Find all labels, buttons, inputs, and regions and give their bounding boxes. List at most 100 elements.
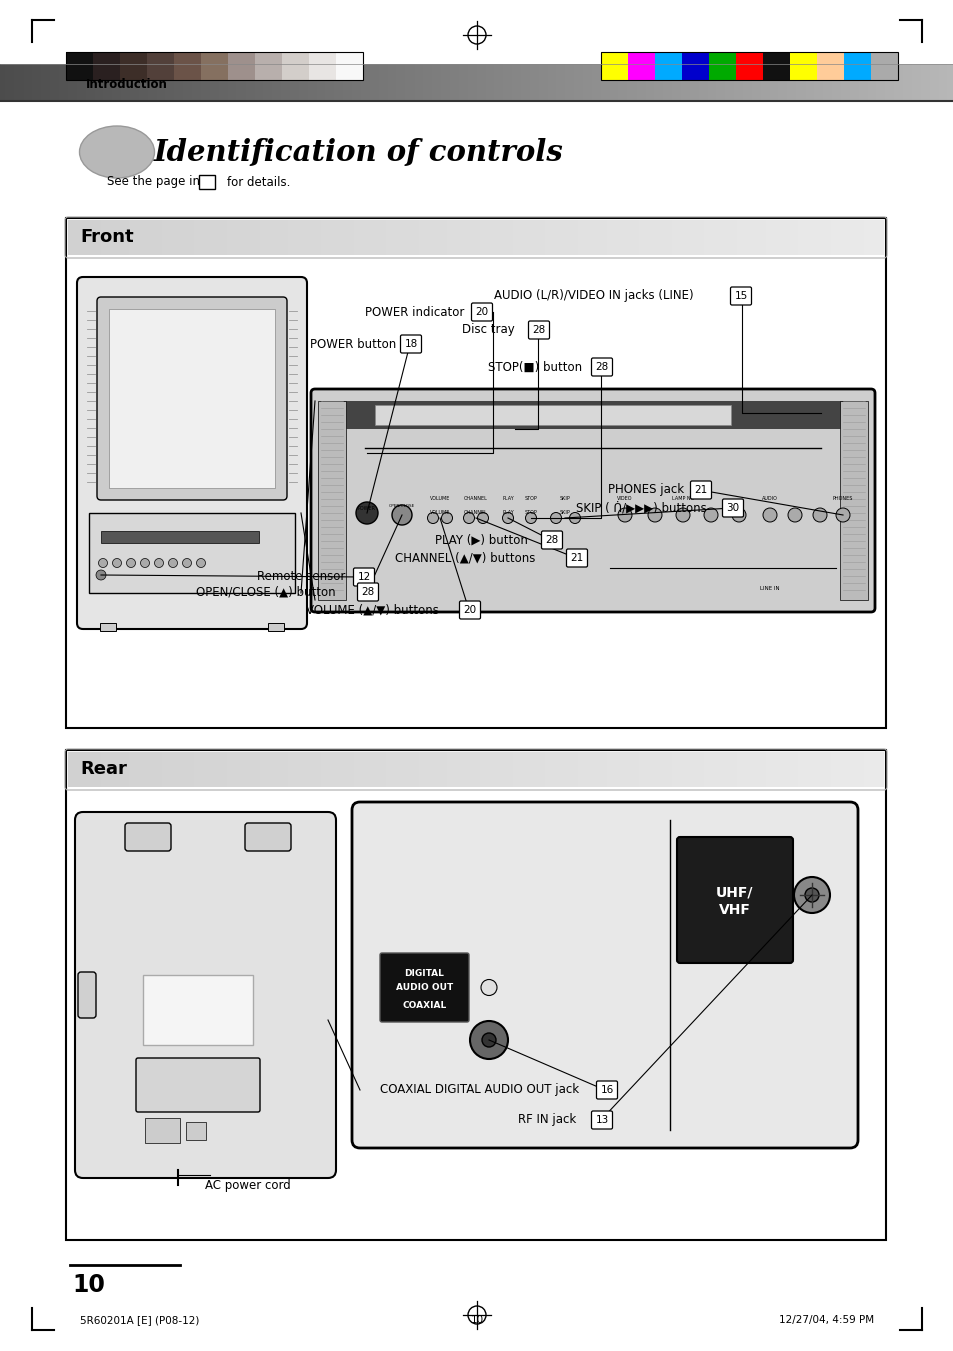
Ellipse shape [127, 558, 135, 567]
Ellipse shape [787, 508, 801, 521]
FancyBboxPatch shape [97, 297, 287, 500]
Text: See the page in: See the page in [107, 176, 200, 189]
Text: 28: 28 [545, 535, 558, 544]
Bar [789, 51, 816, 80]
Bar [66, 51, 363, 80]
Ellipse shape [550, 512, 561, 523]
Text: 12: 12 [357, 571, 370, 582]
Text: 18: 18 [404, 339, 417, 349]
Bar [282, 51, 309, 80]
Bar [681, 51, 708, 80]
Text: Identification of controls: Identification of controls [153, 138, 563, 166]
FancyBboxPatch shape [591, 358, 612, 376]
Bar [143, 975, 253, 1046]
Text: PHONES jack: PHONES jack [607, 484, 687, 497]
Text: CHANNEL: CHANNEL [463, 496, 487, 500]
Text: 10: 10 [71, 1273, 105, 1297]
Bar [335, 51, 363, 80]
Text: COAXIAL DIGITAL AUDIO OUT jack: COAXIAL DIGITAL AUDIO OUT jack [379, 1084, 582, 1097]
Bar [323, 401, 862, 430]
Ellipse shape [182, 558, 192, 567]
Bar [173, 51, 201, 80]
Ellipse shape [169, 558, 177, 567]
FancyBboxPatch shape [690, 481, 711, 499]
Text: 15: 15 [734, 290, 747, 301]
Ellipse shape [502, 512, 513, 523]
Text: 5R60201A [E] (P08-12): 5R60201A [E] (P08-12) [80, 1315, 199, 1325]
Bar [762, 51, 789, 80]
Text: Introduction: Introduction [86, 78, 168, 91]
Bar [101, 531, 258, 543]
FancyBboxPatch shape [721, 499, 742, 517]
Text: 12/27/04, 4:59 PM: 12/27/04, 4:59 PM [778, 1315, 873, 1325]
Text: PLAY: PLAY [501, 509, 514, 515]
Bar [840, 401, 867, 600]
Text: Rear: Rear [80, 761, 127, 778]
Bar [600, 51, 627, 80]
Text: 21: 21 [570, 553, 583, 563]
Text: PHONES: PHONES [832, 496, 852, 500]
Bar [816, 51, 843, 80]
Bar [375, 405, 730, 426]
Ellipse shape [812, 508, 826, 521]
FancyBboxPatch shape [677, 838, 792, 963]
Ellipse shape [647, 508, 661, 521]
FancyBboxPatch shape [471, 303, 492, 322]
Text: Remote sensor: Remote sensor [256, 570, 349, 584]
FancyBboxPatch shape [354, 567, 375, 586]
Text: POWER: POWER [357, 505, 375, 511]
FancyBboxPatch shape [591, 1111, 612, 1129]
Text: DIGITAL: DIGITAL [404, 969, 444, 978]
Ellipse shape [481, 1034, 496, 1047]
Bar [254, 51, 282, 80]
Bar [655, 51, 681, 80]
Text: POWER button: POWER button [310, 338, 399, 350]
Bar [89, 513, 294, 593]
Bar [109, 309, 274, 488]
Text: VIDEO: VIDEO [617, 496, 632, 500]
Ellipse shape [762, 508, 776, 521]
Ellipse shape [140, 558, 150, 567]
Bar [66, 51, 92, 80]
Text: LINE IN: LINE IN [760, 585, 779, 590]
Ellipse shape [793, 877, 829, 913]
Text: 20: 20 [475, 307, 488, 317]
Ellipse shape [154, 558, 163, 567]
Text: STOP: STOP [524, 496, 537, 500]
Ellipse shape [618, 508, 631, 521]
Ellipse shape [525, 512, 536, 523]
FancyBboxPatch shape [596, 1081, 617, 1098]
Ellipse shape [835, 508, 849, 521]
Text: CHANNEL (▲/▼) buttons: CHANNEL (▲/▼) buttons [395, 551, 538, 565]
Ellipse shape [196, 558, 205, 567]
FancyBboxPatch shape [136, 1058, 260, 1112]
Text: STOP: STOP [524, 509, 537, 515]
Text: 30: 30 [725, 503, 739, 513]
Ellipse shape [569, 512, 579, 523]
Ellipse shape [470, 1021, 507, 1059]
Ellipse shape [98, 558, 108, 567]
Text: CHANNEL: CHANNEL [463, 509, 487, 515]
Text: PLAY (▶) button: PLAY (▶) button [435, 534, 531, 547]
FancyBboxPatch shape [75, 812, 335, 1178]
Text: for details.: for details. [227, 176, 290, 189]
FancyBboxPatch shape [199, 176, 214, 189]
Ellipse shape [463, 512, 474, 523]
Ellipse shape [427, 512, 438, 523]
FancyBboxPatch shape [566, 549, 587, 567]
Text: VOLUME: VOLUME [430, 496, 450, 500]
FancyBboxPatch shape [77, 277, 307, 630]
Text: Front: Front [80, 228, 133, 246]
Text: AUDIO: AUDIO [761, 496, 777, 500]
Text: OPEN/CLOSE (▲) button: OPEN/CLOSE (▲) button [195, 585, 339, 598]
Text: 20: 20 [463, 605, 476, 615]
Text: AUDIO (L/R)/VIDEO IN jacks (LINE): AUDIO (L/R)/VIDEO IN jacks (LINE) [494, 289, 697, 303]
FancyBboxPatch shape [528, 322, 549, 339]
FancyBboxPatch shape [66, 750, 885, 1240]
Text: LAMP NO: LAMP NO [671, 496, 694, 500]
Bar [317, 401, 346, 600]
Ellipse shape [731, 508, 745, 521]
Text: PLAY: PLAY [501, 496, 514, 500]
Ellipse shape [804, 888, 818, 902]
Ellipse shape [79, 126, 154, 178]
